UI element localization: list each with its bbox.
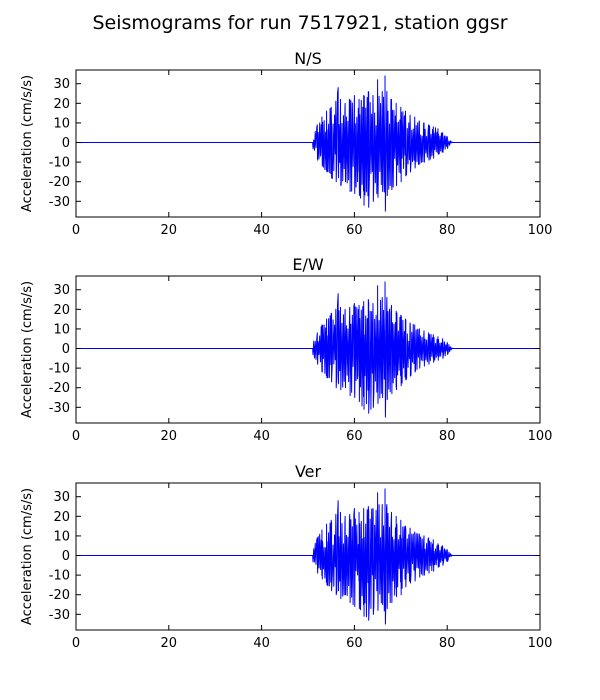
x-tick-label-ew-80: 80	[439, 429, 456, 444]
x-tick-label-ns-100: 100	[528, 223, 553, 238]
x-tick-label-ns-0: 0	[72, 223, 80, 238]
y-tick-label-ver-30: 30	[53, 490, 70, 505]
y-tick-label-ns-10: 10	[53, 116, 70, 131]
y-tick-label-ew-20: 20	[53, 303, 70, 318]
y-tick-label-ver--30: -30	[49, 608, 70, 623]
y-tick-label-ns--30: -30	[49, 195, 70, 210]
x-tick-label-ver-100: 100	[528, 636, 553, 651]
x-tick-label-ver-20: 20	[161, 636, 178, 651]
x-tick-label-ver-0: 0	[72, 636, 80, 651]
y-tick-label-ew-30: 30	[53, 283, 70, 298]
axes-frame-ew	[75, 275, 541, 424]
y-tick-label-ver-20: 20	[53, 510, 70, 525]
x-tick-label-ver-40: 40	[253, 636, 270, 651]
x-tick-label-ew-40: 40	[253, 429, 270, 444]
x-tick-label-ns-60: 60	[346, 223, 363, 238]
panel-title-ns: N/S	[294, 49, 322, 68]
panel-title-ver: Ver	[295, 462, 322, 481]
y-tick-label-ver--20: -20	[49, 588, 70, 603]
y-tick-label-ew-10: 10	[53, 322, 70, 337]
y-axis-label-ew: Acceleration (cm/s/s)	[20, 281, 35, 418]
panel-title-ew: E/W	[292, 255, 324, 274]
axes-frame-ver	[75, 482, 541, 631]
seismogram-trace-ns	[76, 75, 540, 212]
y-tick-label-ver-0: 0	[62, 549, 70, 564]
y-axis-label-ns: Acceleration (cm/s/s)	[20, 75, 35, 212]
x-tick-label-ew-20: 20	[161, 429, 178, 444]
x-tick-label-ns-40: 40	[253, 223, 270, 238]
y-tick-label-ew--20: -20	[49, 381, 70, 396]
y-tick-label-ew--30: -30	[49, 401, 70, 416]
figure-title: Seismograms for run 7517921, station ggs…	[92, 12, 507, 34]
seismogram-trace-ver	[76, 488, 540, 625]
y-tick-label-ew-0: 0	[62, 342, 70, 357]
y-tick-label-ns-30: 30	[53, 77, 70, 92]
y-tick-label-ns-20: 20	[53, 97, 70, 112]
x-tick-label-ew-0: 0	[72, 429, 80, 444]
axes-frame-ns	[75, 69, 541, 218]
y-tick-label-ver--10: -10	[49, 569, 70, 584]
x-tick-label-ver-60: 60	[346, 636, 363, 651]
x-tick-label-ew-100: 100	[528, 429, 553, 444]
x-tick-label-ew-60: 60	[346, 429, 363, 444]
x-tick-label-ns-20: 20	[161, 223, 178, 238]
y-tick-label-ver-10: 10	[53, 529, 70, 544]
y-tick-label-ns-0: 0	[62, 136, 70, 151]
y-tick-label-ns--20: -20	[49, 175, 70, 190]
seismogram-trace-ew	[76, 281, 540, 418]
y-axis-label-ver: Acceleration (cm/s/s)	[20, 488, 35, 625]
y-tick-label-ew--10: -10	[49, 362, 70, 377]
y-tick-label-ns--10: -10	[49, 156, 70, 171]
x-tick-label-ver-80: 80	[439, 636, 456, 651]
x-tick-label-ns-80: 80	[439, 223, 456, 238]
